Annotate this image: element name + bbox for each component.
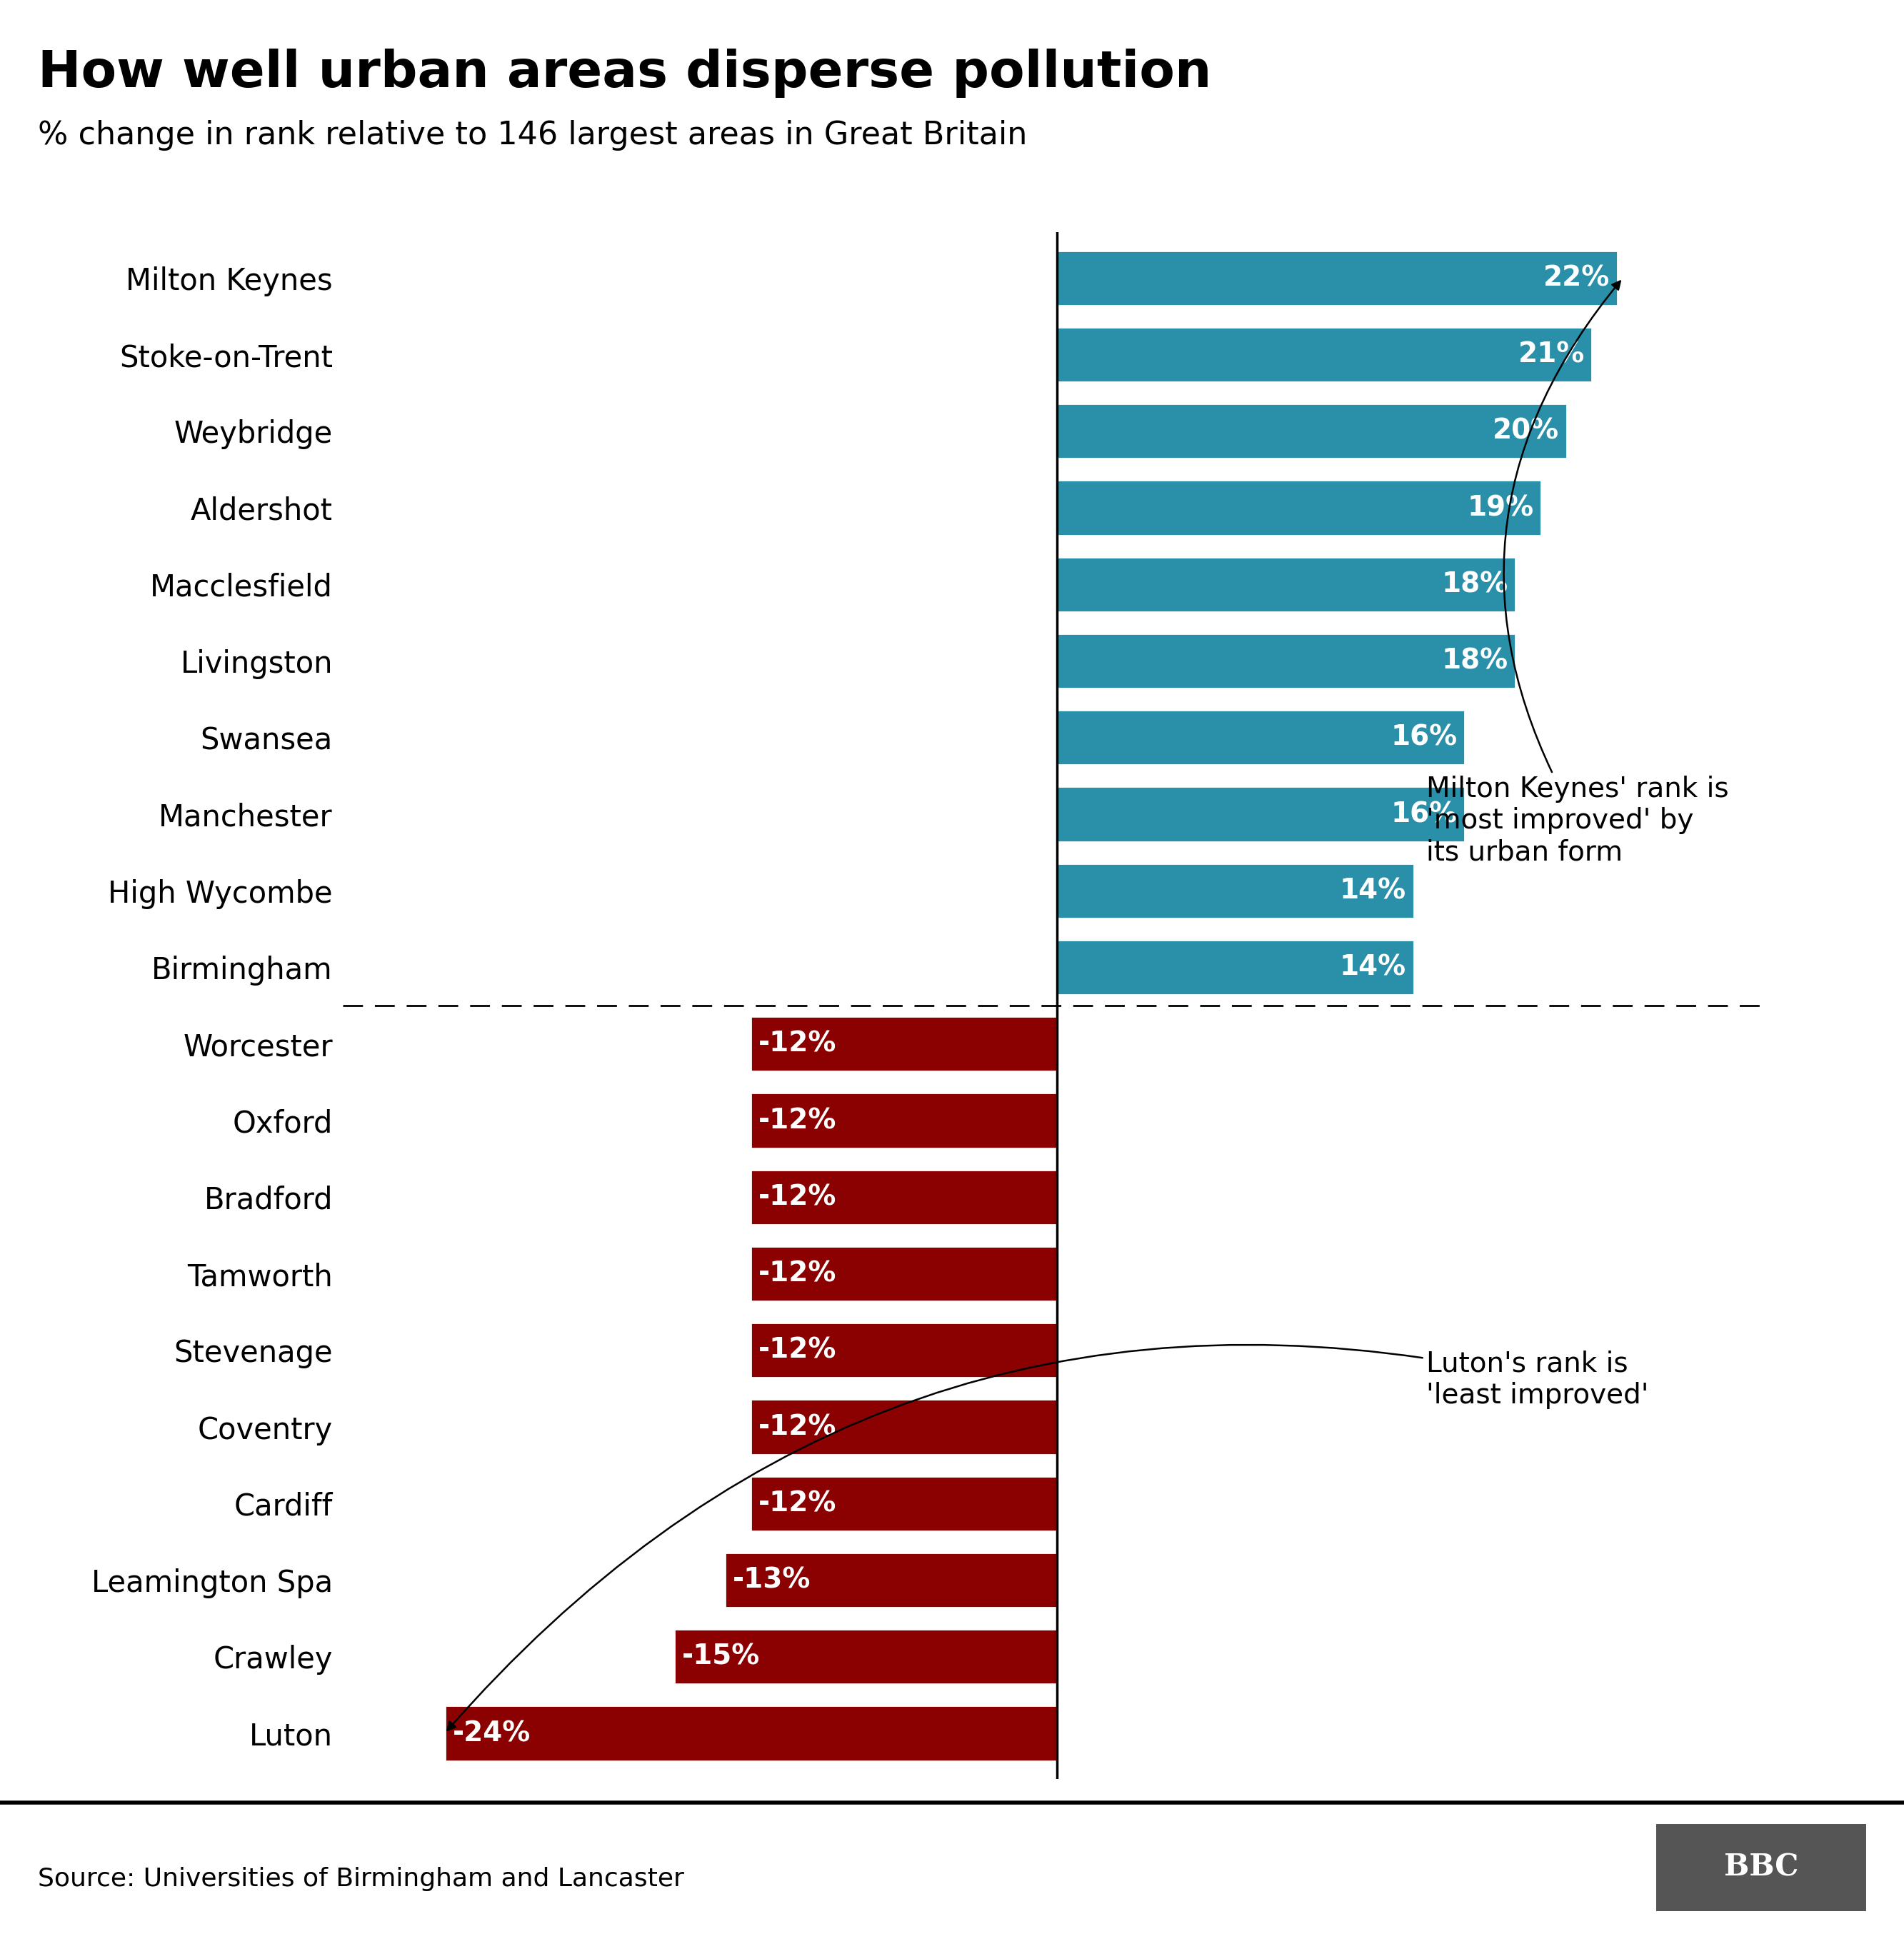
Bar bbox=[750, 1245, 1057, 1302]
Text: -13%: -13% bbox=[733, 1567, 811, 1594]
Text: Milton Keynes' rank is
'most improved' by
its urban form: Milton Keynes' rank is 'most improved' b… bbox=[1426, 280, 1729, 866]
Text: -12%: -12% bbox=[758, 1489, 836, 1516]
Bar bbox=[1057, 251, 1618, 306]
Text: -24%: -24% bbox=[453, 1719, 531, 1746]
Text: 20%: 20% bbox=[1493, 418, 1559, 445]
Text: 14%: 14% bbox=[1340, 953, 1405, 981]
Text: 22%: 22% bbox=[1544, 265, 1611, 292]
Bar bbox=[1057, 480, 1540, 536]
Text: -12%: -12% bbox=[758, 1031, 836, 1058]
Text: 16%: 16% bbox=[1390, 801, 1457, 828]
Text: Luton's rank is
'least improved': Luton's rank is 'least improved' bbox=[447, 1344, 1649, 1731]
Bar bbox=[750, 1170, 1057, 1224]
Text: -12%: -12% bbox=[758, 1184, 836, 1211]
Bar bbox=[1057, 787, 1464, 841]
Text: Source: Universities of Birmingham and Lancaster: Source: Universities of Birmingham and L… bbox=[38, 1866, 684, 1891]
Text: % change in rank relative to 146 largest areas in Great Britain: % change in rank relative to 146 largest… bbox=[38, 120, 1028, 151]
Bar bbox=[1057, 327, 1592, 383]
Bar bbox=[674, 1628, 1057, 1685]
Text: 16%: 16% bbox=[1390, 723, 1457, 750]
Text: 19%: 19% bbox=[1468, 495, 1533, 522]
Text: -12%: -12% bbox=[758, 1414, 836, 1441]
Bar bbox=[1057, 710, 1464, 766]
Bar bbox=[1057, 940, 1413, 994]
Bar bbox=[750, 1093, 1057, 1149]
Text: -12%: -12% bbox=[758, 1261, 836, 1288]
Bar bbox=[1057, 634, 1516, 689]
Bar bbox=[750, 1323, 1057, 1377]
Bar bbox=[446, 1706, 1057, 1760]
Text: 21%: 21% bbox=[1517, 340, 1584, 367]
Text: -12%: -12% bbox=[758, 1336, 836, 1363]
Bar bbox=[1057, 863, 1413, 919]
Bar bbox=[750, 1476, 1057, 1532]
Bar bbox=[1057, 404, 1567, 458]
Bar bbox=[725, 1553, 1057, 1607]
Text: BBC: BBC bbox=[1723, 1853, 1799, 1882]
Text: -12%: -12% bbox=[758, 1106, 836, 1133]
Text: -15%: -15% bbox=[682, 1644, 760, 1671]
Text: How well urban areas disperse pollution: How well urban areas disperse pollution bbox=[38, 48, 1211, 97]
Text: 14%: 14% bbox=[1340, 878, 1405, 905]
Bar bbox=[750, 1017, 1057, 1071]
Text: 18%: 18% bbox=[1441, 648, 1508, 675]
Text: 18%: 18% bbox=[1441, 571, 1508, 598]
Bar bbox=[750, 1400, 1057, 1454]
Bar bbox=[1057, 557, 1516, 611]
